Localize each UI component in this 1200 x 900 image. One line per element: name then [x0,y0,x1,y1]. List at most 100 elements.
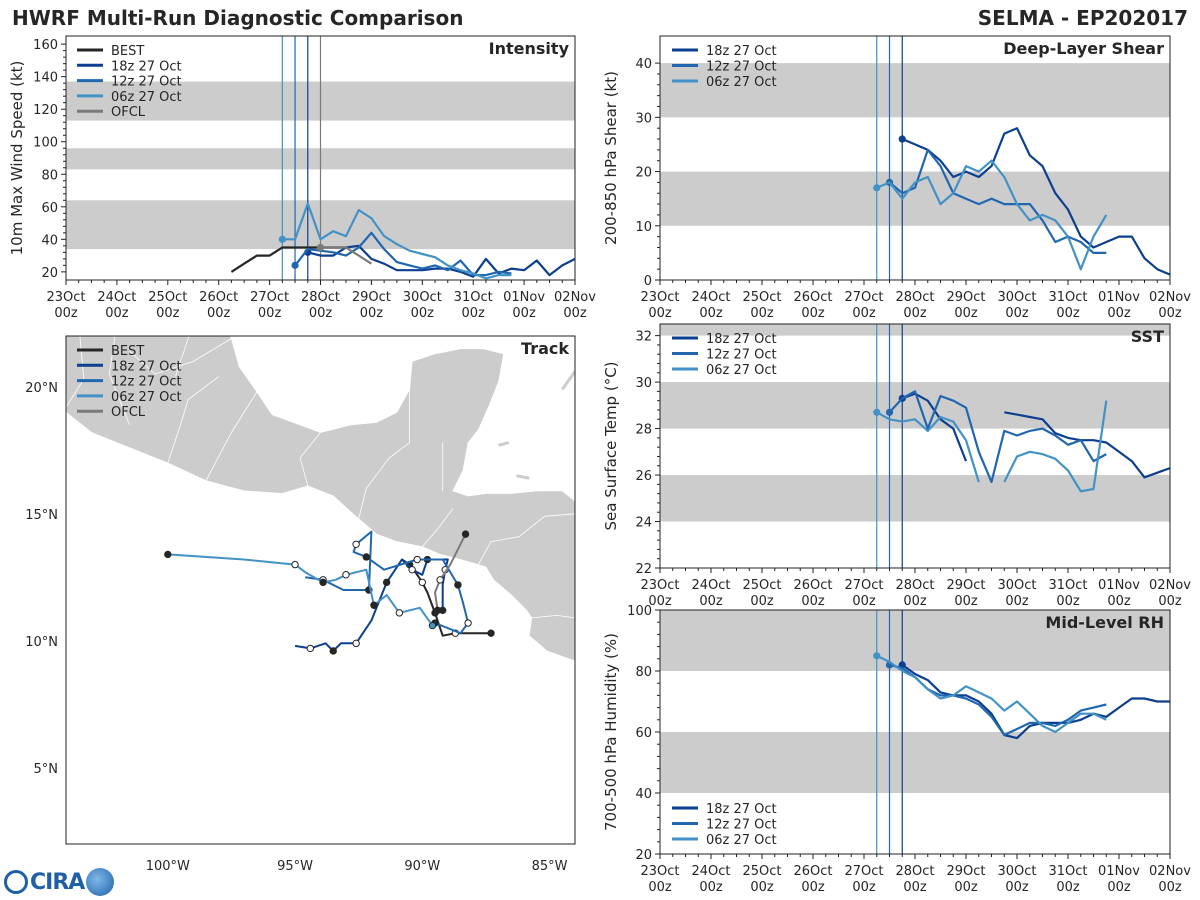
sst-panel: 22242628303223Oct00z24Oct00z25Oct00z26Oc… [602,323,1191,609]
shear-xtick-date-0: 23Oct [640,290,679,305]
shear-xtick-date-7: 30Oct [997,290,1036,305]
track-frame [65,335,576,845]
track-point-run12 [362,553,371,561]
track-xtick-label-1: 95°W [277,859,313,874]
sst-xtick-hour-10: 00z [1158,594,1182,609]
rh-xtick-date-9: 01Nov [1098,864,1140,879]
border-line-11 [175,336,190,377]
track-point-run06 [291,560,299,569]
shear-xtick-hour-6: 00z [954,306,978,321]
shear-xtick-date-6: 29Oct [946,290,985,305]
rh-ytick-label-3: 80 [635,665,652,680]
track-legend-label-ofcl: OFCL [111,405,146,420]
track-legend-label-run12: 12z 27 Oct [111,375,182,390]
rh-panel: 2040608010023Oct00z24Oct00z25Oct00z26Oct… [602,604,1191,895]
border-line-6 [421,508,454,548]
shear-xtick-hour-7: 00z [1005,306,1029,321]
rh-xtick-date-1: 24Oct [691,864,730,879]
intensity-ytick-label-0: 20 [41,266,58,281]
landmass [66,336,575,662]
intensity-legend-label-best: BEST [111,44,144,59]
intensity-ytick-label-2: 60 [41,201,58,216]
sst-ytick-label-0: 22 [635,562,652,577]
sst-xtick-hour-6: 00z [954,594,978,609]
sst-xtick-date-5: 28Oct [895,578,934,593]
intensity-series-ofcl [320,246,372,265]
intensity-xtick-date-7: 30Oct [403,290,442,305]
shear-xtick-date-2: 25Oct [742,290,781,305]
rh-xtick-hour-6: 00z [954,880,978,895]
track-point-run06 [395,609,404,617]
sst-band-2 [660,324,1170,336]
track-point-run12 [352,540,360,548]
shear-xtick-hour-10: 00z [1158,306,1182,321]
track-point-run06 [428,621,437,630]
rh-xtick-date-2: 25Oct [742,864,781,879]
intensity-xtick-date-5: 28Oct [301,290,340,305]
intensity-xtick-date-0: 23Oct [46,290,85,305]
border-line-8 [531,614,575,619]
track-point-ofcl [436,576,444,584]
sst-xtick-date-2: 25Oct [742,578,781,593]
intensity-ytick-label-6: 140 [33,71,58,86]
rh-xtick-hour-5: 00z [903,880,927,895]
intensity-start-marker-run06 [278,235,286,243]
storm-id: SELMA - EP202017 [978,6,1188,30]
cira-logo: CIRA [4,866,115,898]
rh-xtick-hour-9: 00z [1107,880,1131,895]
sst-xtick-date-6: 29Oct [946,578,985,593]
shear-legend-label-run12: 12z 27 Oct [706,60,777,75]
shear-xtick-date-3: 26Oct [793,290,832,305]
sst-xtick-hour-4: 00z [852,594,876,609]
shear-ytick-label-1: 10 [635,220,652,235]
intensity-xtick-hour-1: 00z [105,306,129,321]
track-title: Track [521,339,569,358]
sst-ytick-label-2: 26 [635,469,652,484]
intensity-legend-label-run18: 18z 27 Oct [111,59,182,74]
shear-legend-label-run06: 06z 27 Oct [706,75,777,90]
shear-xtick-date-1: 24Oct [691,290,730,305]
rh-xtick-date-0: 23Oct [640,864,679,879]
sst-series-run06 [876,400,1108,493]
intensity-xtick-date-6: 29Oct [352,290,391,305]
border-line-1 [167,376,219,464]
shear-xtick-hour-9: 00z [1107,306,1131,321]
shear-xtick-hour-4: 00z [852,306,876,321]
track-xtick-label-0: 100°W [146,859,190,874]
intensity-xtick-date-4: 27Oct [250,290,289,305]
rh-band-1 [660,610,1170,671]
sst-xtick-hour-3: 00z [801,594,825,609]
track-series-run06 [167,553,434,627]
intensity-panel: 2040608010012014016023Oct00z24Oct00z25Oc… [8,35,596,321]
shear-band-1 [660,63,1170,118]
shear-ytick-label-4: 40 [635,57,652,72]
shear-ylabel: 200-850 hPa Shear (kt) [602,71,620,245]
sst-xtick-date-0: 23Oct [640,578,679,593]
shear-xtick-hour-2: 00z [750,306,774,321]
track-point-run18 [306,644,315,653]
sst-legend-label-run12: 12z 27 Oct [706,348,777,363]
track-point-best [418,578,426,587]
shear-title: Deep-Layer Shear [1003,39,1164,58]
rh-xtick-date-5: 28Oct [895,864,934,879]
shear-xtick-hour-0: 00z [648,306,672,321]
intensity-xtick-hour-5: 00z [309,306,333,321]
track-ytick-label-0: 5°N [34,762,59,777]
track-xtick-label-2: 90°W [404,859,440,874]
track-point-ofcl [433,606,442,615]
sst-xtick-hour-8: 00z [1056,594,1080,609]
rh-xtick-date-8: 31Oct [1048,864,1087,879]
shear-legend-label-run18: 18z 27 Oct [706,44,777,59]
track-point-run12 [454,581,462,589]
track-series-run12 [305,530,470,635]
island-0 [498,441,510,447]
shear-xtick-hour-5: 00z [903,306,927,321]
intensity-xtick-date-8: 31Oct [454,290,493,305]
rh-legend-label-run06: 06z 27 Oct [706,833,777,848]
rh-ytick-label-4: 100 [627,604,652,619]
border-line-7 [477,513,575,565]
rh-ytick-label-0: 20 [635,848,652,863]
shear-panel: 01020304023Oct00z24Oct00z25Oct00z26Oct00… [602,35,1191,321]
